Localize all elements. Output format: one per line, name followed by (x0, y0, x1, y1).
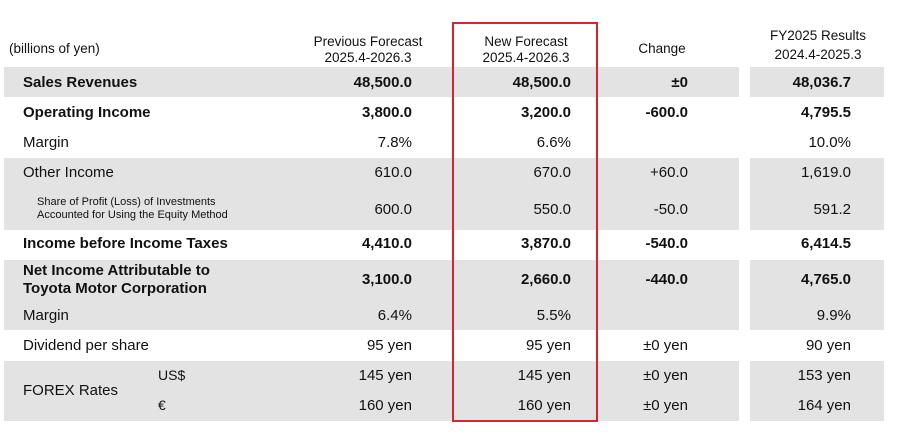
forex-usd-label: US$ (158, 367, 186, 383)
other-income-prev: 610.0 (374, 164, 412, 181)
dividend-change: ±0 yen (643, 337, 688, 354)
band-forex (4, 361, 739, 421)
other-income-change: +60.0 (650, 164, 688, 181)
row-label-income-before-taxes: Income before Income Taxes (23, 235, 228, 252)
equity-label-line2: Accounted for Using the Equity Method (37, 209, 228, 221)
header-previous-forecast-period: 2025.4-2026.3 (324, 50, 412, 65)
net-income-results: 4,765.0 (800, 271, 851, 288)
pretax-results: 6,414.5 (800, 235, 851, 252)
sales-prev: 48,500.0 (353, 74, 412, 91)
usd-change: ±0 yen (643, 367, 688, 384)
usd-results: 153 yen (797, 367, 851, 384)
row-label-operating-income: Operating Income (23, 104, 151, 121)
pretax-new: 3,870.0 (520, 235, 571, 252)
margin1-prev: 7.8% (377, 134, 412, 151)
net-income-new: 2,660.0 (520, 271, 571, 288)
row-label-equity-method: Share of Profit (Loss) of Investments Ac… (37, 196, 228, 222)
header-fy2025-results: FY2025 Results 2024.4-2025.3 (748, 28, 888, 63)
other-income-new: 670.0 (533, 164, 571, 181)
units-label: (billions of yen) (9, 41, 100, 56)
margin2-new: 5.5% (536, 307, 571, 324)
sales-new: 48,500.0 (512, 74, 571, 91)
row-label-dividend: Dividend per share (23, 337, 149, 354)
band-sales (4, 67, 739, 97)
net-income-label-line1: Net Income Attributable to (23, 262, 210, 279)
header-new-forecast: New Forecast 2025.4-2026.3 (456, 34, 596, 66)
header-results-period: 2024.4-2025.3 (774, 47, 862, 62)
usd-prev: 145 yen (358, 367, 412, 384)
equity-label-line1: Share of Profit (Loss) of Investments (37, 196, 216, 208)
row-label-forex: FOREX Rates (23, 382, 119, 399)
usd-new: 145 yen (517, 367, 571, 384)
header-previous-forecast: Previous Forecast 2025.4-2026.3 (298, 34, 438, 66)
band-forex-results (750, 361, 884, 421)
dividend-new: 95 yen (525, 337, 571, 354)
margin2-prev: 6.4% (377, 307, 412, 324)
equity-prev: 600.0 (374, 201, 412, 218)
margin1-results: 10.0% (808, 134, 851, 151)
band-sales-results (750, 67, 884, 97)
equity-new: 550.0 (533, 201, 571, 218)
header-new-forecast-period: 2025.4-2026.3 (482, 50, 570, 65)
row-label-margin-net: Margin (23, 307, 69, 324)
sales-change: ±0 (671, 74, 688, 91)
dividend-prev: 95 yen (366, 337, 412, 354)
eur-new: 160 yen (517, 397, 571, 414)
net-income-prev: 3,100.0 (361, 271, 412, 288)
dividend-results: 90 yen (805, 337, 851, 354)
equity-results: 591.2 (813, 201, 851, 218)
header-previous-forecast-title: Previous Forecast (313, 34, 423, 49)
eur-change: ±0 yen (643, 397, 688, 414)
pretax-change: -540.0 (645, 235, 688, 252)
header-new-forecast-title: New Forecast (484, 34, 568, 49)
row-label-other-income: Other Income (23, 164, 114, 181)
band-net-income-results (750, 260, 884, 330)
row-label-sales-revenues: Sales Revenues (23, 74, 138, 91)
eur-results: 164 yen (797, 397, 851, 414)
band-other-income (4, 158, 739, 230)
header-change: Change (638, 41, 686, 56)
net-income-label-line2: Toyota Motor Corporation (23, 280, 207, 297)
op-income-change: -600.0 (645, 104, 688, 121)
other-income-results: 1,619.0 (800, 164, 851, 181)
net-income-change: -440.0 (645, 271, 688, 288)
row-label-margin-operating: Margin (23, 134, 69, 151)
band-other-income-results (750, 158, 884, 230)
margin2-results: 9.9% (816, 307, 851, 324)
pretax-prev: 4,410.0 (361, 235, 412, 252)
equity-change: -50.0 (653, 201, 688, 218)
op-income-new: 3,200.0 (520, 104, 571, 121)
op-income-prev: 3,800.0 (361, 104, 412, 121)
row-label-net-income: Net Income Attributable to Toyota Motor … (23, 262, 210, 298)
eur-prev: 160 yen (358, 397, 412, 414)
margin1-new: 6.6% (536, 134, 571, 151)
op-income-results: 4,795.5 (800, 104, 851, 121)
band-net-income (4, 260, 739, 330)
forex-eur-label: € (158, 397, 166, 413)
header-results-title: FY2025 Results (769, 28, 867, 43)
sales-results: 48,036.7 (792, 74, 851, 91)
